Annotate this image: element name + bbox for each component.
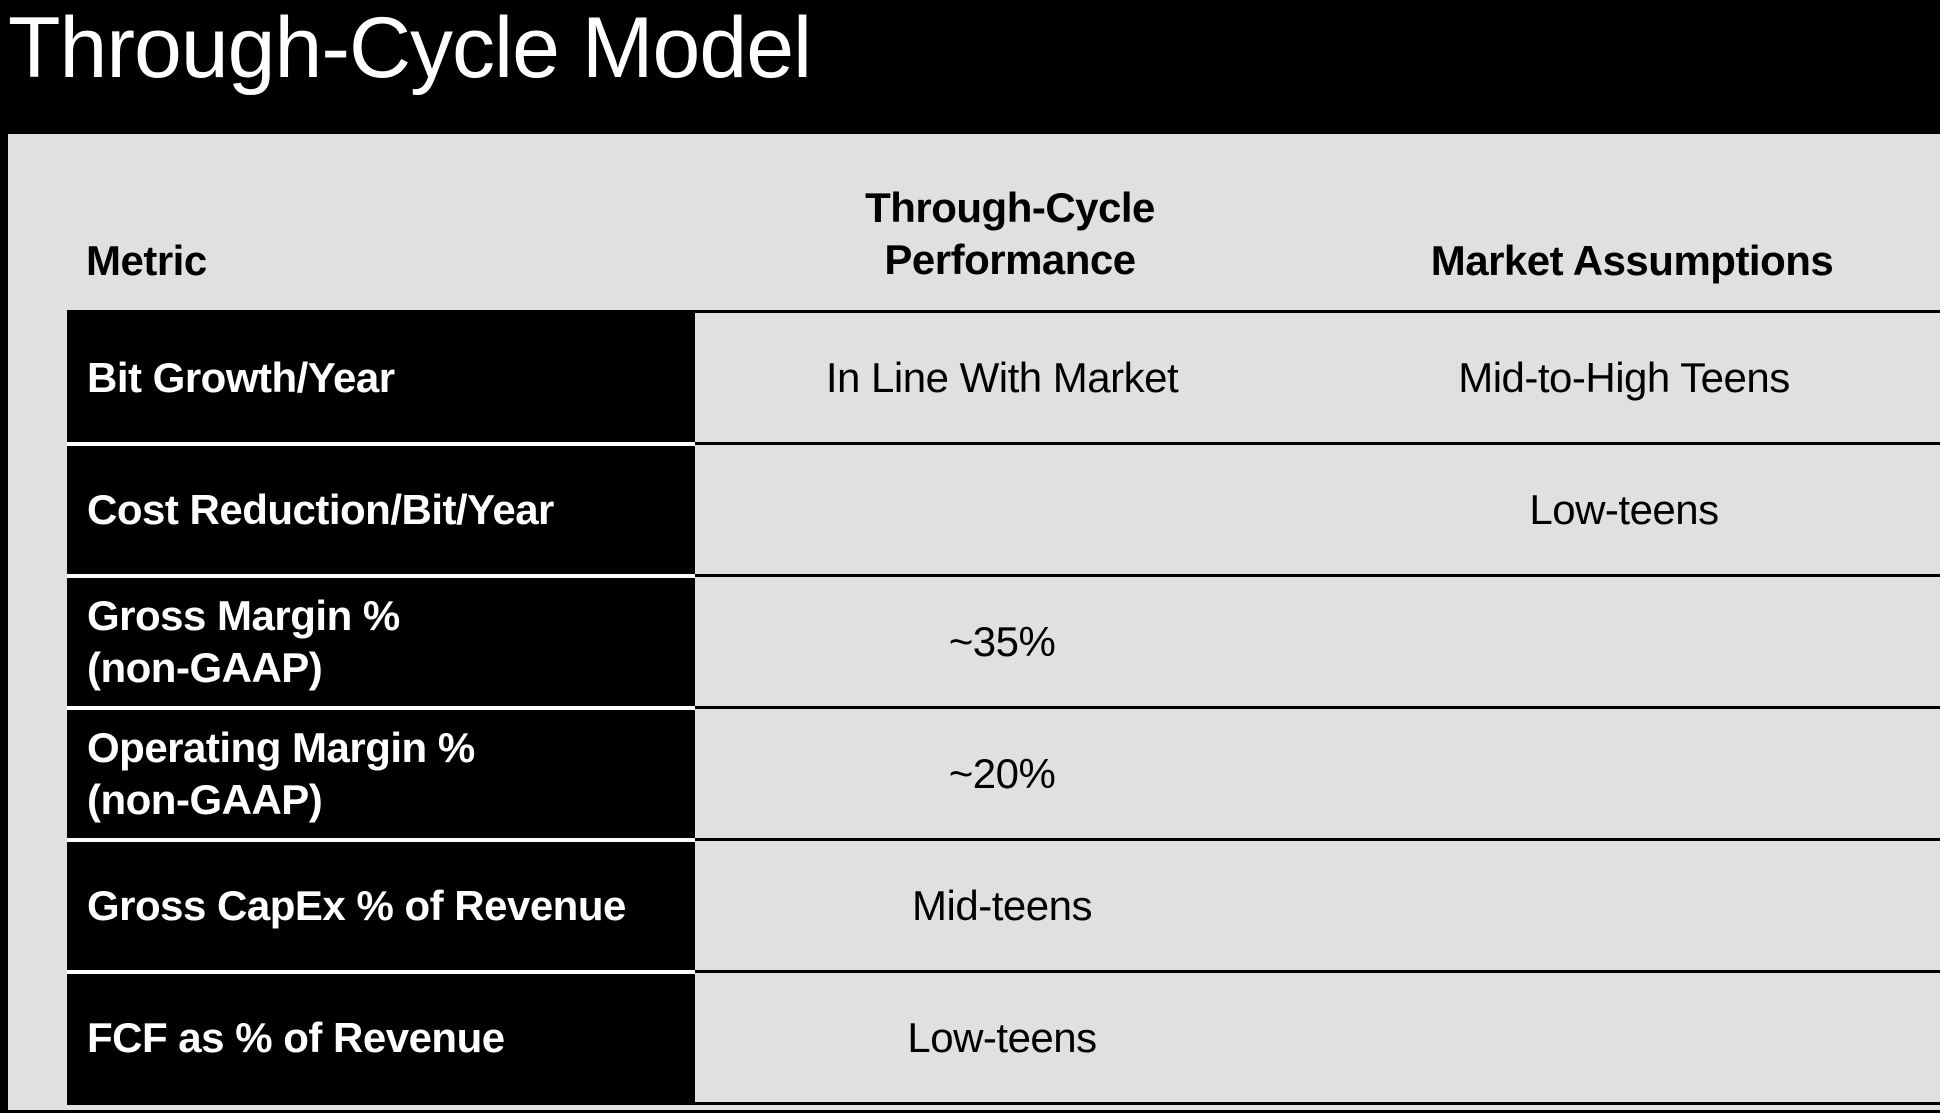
row-performance-cell: ~35% xyxy=(948,617,1056,665)
row-performance-cell: Mid-teens xyxy=(912,881,1092,929)
column-header-market: Market Assumptions xyxy=(1430,237,1834,284)
row-divider xyxy=(67,706,695,710)
row-metric-text: Gross CapEx % of Revenue xyxy=(87,881,626,929)
row-performance-cell xyxy=(700,445,1304,574)
row-market-cell xyxy=(1322,973,1926,1102)
row-divider xyxy=(67,838,695,842)
row-metric-label: Bit Growth/Year xyxy=(67,313,695,442)
row-performance-cell: Low-teens xyxy=(907,1013,1097,1061)
table-row: Cost Reduction/Bit/Year Low-teens xyxy=(67,445,1940,577)
table-row: Operating Margin % (non-GAAP) ~20% xyxy=(67,709,1940,841)
row-market-cell: Mid-to-High Teens xyxy=(1458,353,1790,401)
row-metric-label: Cost Reduction/Bit/Year xyxy=(67,445,695,574)
table-row: FCF as % of Revenue Low-teens xyxy=(67,973,1940,1105)
row-divider xyxy=(67,442,695,446)
row-performance-cell: ~20% xyxy=(948,749,1056,797)
table-row: Gross Margin % (non-GAAP) ~35% xyxy=(67,577,1940,709)
column-header-performance: Through-Cycle Performance xyxy=(865,184,1155,283)
row-performance-cell: In Line With Market xyxy=(825,353,1179,401)
row-metric-text: Cost Reduction/Bit/Year xyxy=(87,485,554,533)
row-market-cell xyxy=(1322,577,1926,706)
metrics-table: Bit Growth/Year In Line With Market Mid-… xyxy=(67,310,1940,1113)
page-title: Through-Cycle Model xyxy=(8,0,812,96)
row-metric-text: Bit Growth/Year xyxy=(87,353,395,401)
table-row: Bit Growth/Year In Line With Market Mid-… xyxy=(67,313,1940,445)
table-panel: Metric Through-Cycle Performance Market … xyxy=(8,134,1940,1110)
row-metric-label: FCF as % of Revenue xyxy=(67,973,695,1102)
row-divider xyxy=(67,574,695,578)
column-header-metric: Metric xyxy=(86,237,207,284)
table-row: Gross CapEx % of Revenue Mid-teens xyxy=(67,841,1940,973)
row-market-cell xyxy=(1322,841,1926,970)
row-metric-text: Operating Margin % (non-GAAP) xyxy=(87,723,475,823)
row-metric-label: Gross Margin % (non-GAAP) xyxy=(67,577,695,706)
row-divider xyxy=(67,970,695,974)
row-metric-text: Gross Margin % (non-GAAP) xyxy=(87,591,400,691)
row-market-cell xyxy=(1322,709,1926,838)
row-metric-label: Gross CapEx % of Revenue xyxy=(67,841,695,970)
row-metric-text: FCF as % of Revenue xyxy=(87,1013,505,1061)
row-metric-label: Operating Margin % (non-GAAP) xyxy=(67,709,695,838)
row-market-cell: Low-teens xyxy=(1529,485,1719,533)
